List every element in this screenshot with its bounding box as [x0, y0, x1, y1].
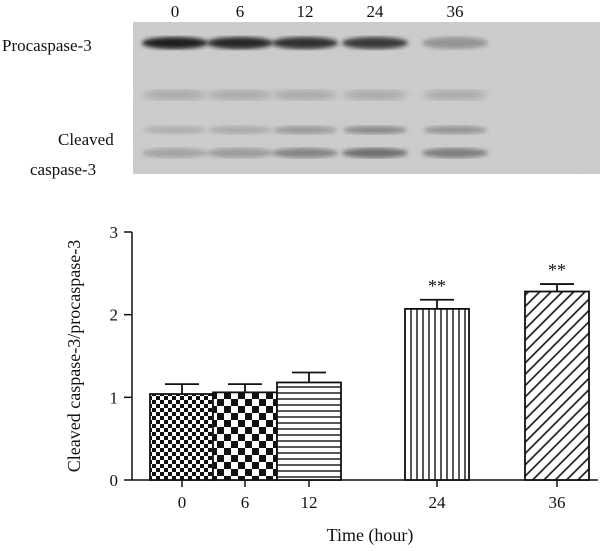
western-blot: 0 6 12 24 36 Procaspase-3 Cleaved caspase-3 — [2, 2, 600, 179]
cleaved-band-lower — [142, 148, 208, 158]
lane-labels: 0 6 12 24 36 — [171, 2, 464, 21]
y-ticks: 0 1 2 3 — [110, 223, 132, 490]
cleaved-band-lower — [342, 148, 408, 158]
lane-label: 24 — [367, 2, 385, 21]
x-tick-label: 24 — [429, 493, 447, 512]
nonspecific-band — [423, 90, 487, 100]
y-tick-label: 1 — [110, 388, 119, 407]
x-tick-label: 0 — [178, 493, 187, 512]
procaspase-band — [342, 37, 408, 49]
x-ticks: 0 6 12 24 36 — [178, 480, 566, 512]
band-label-caspase: caspase-3 — [30, 160, 96, 179]
nonspecific-band — [143, 90, 207, 100]
nonspecific-band — [273, 90, 337, 100]
lane-label: 0 — [171, 2, 180, 21]
x-tick-label: 12 — [301, 493, 318, 512]
significance-marker: ** — [548, 260, 566, 280]
cleaved-band-upper — [143, 126, 207, 134]
cleaved-band-upper — [208, 126, 272, 134]
band-label-cleaved: Cleaved — [58, 130, 114, 149]
bar-0 — [149, 393, 215, 481]
cleaved-band-upper — [423, 126, 487, 134]
cleaved-band-lower — [207, 148, 273, 158]
procaspase-band — [422, 37, 488, 49]
procaspase-band — [207, 37, 273, 49]
cleaved-band-upper — [343, 126, 407, 134]
bar-12 — [276, 381, 342, 481]
lane-label: 6 — [236, 2, 245, 21]
lane-label: 12 — [297, 2, 314, 21]
x-tick-label: 6 — [241, 493, 250, 512]
procaspase-band — [142, 37, 208, 49]
nonspecific-band — [343, 90, 407, 100]
y-tick-label: 3 — [110, 223, 119, 242]
nonspecific-band — [208, 90, 272, 100]
procaspase-band — [272, 37, 338, 49]
y-axis-label: Cleaved caspase-3/procaspase-3 — [64, 240, 84, 472]
band-label-procaspase: Procaspase-3 — [2, 36, 92, 55]
blot-bands — [142, 37, 488, 158]
cleaved-band-lower — [422, 148, 488, 158]
x-tick-label: 36 — [549, 493, 566, 512]
bars — [149, 290, 590, 481]
lane-label: 36 — [447, 2, 464, 21]
significance-markers: ** ** — [428, 260, 566, 296]
x-axis-label: Time (hour) — [327, 525, 414, 546]
y-tick-label: 0 — [110, 471, 119, 490]
significance-marker: ** — [428, 276, 446, 296]
cleaved-band-upper — [273, 126, 337, 134]
bar-24 — [404, 307, 470, 481]
cleaved-band-lower — [272, 148, 338, 158]
error-bars — [165, 283, 574, 395]
bar-6 — [212, 391, 278, 481]
bar-36 — [524, 290, 590, 481]
y-tick-label: 2 — [110, 306, 119, 325]
